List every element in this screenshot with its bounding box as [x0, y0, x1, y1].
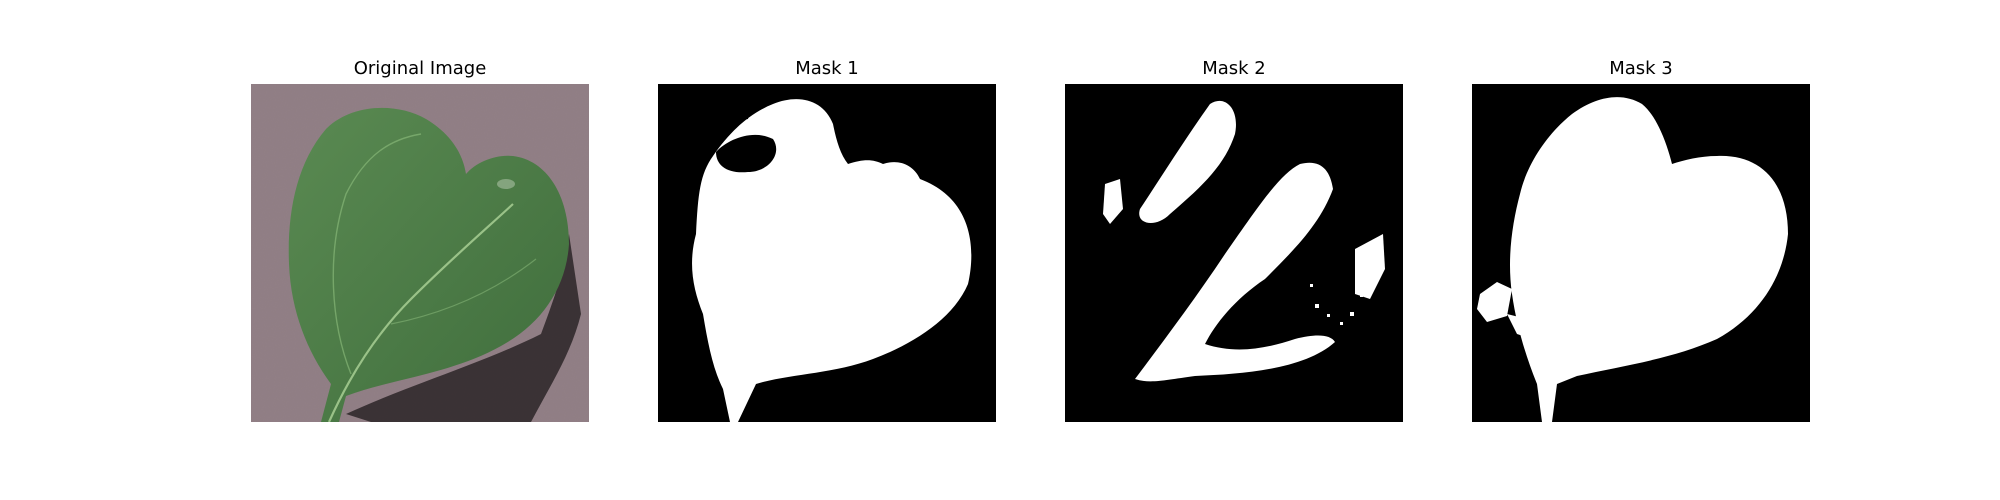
title-mask-1: Mask 1 — [795, 58, 859, 79]
panel-mask-3 — [1472, 84, 1810, 422]
leaf-photo-image — [251, 84, 589, 422]
panel-mask-2 — [1065, 84, 1403, 422]
mask-1-hole — [716, 134, 777, 173]
leaf-vein-right — [390, 258, 537, 325]
mask-1-image — [658, 84, 996, 422]
mask-2-region-left-speck — [1103, 179, 1123, 224]
leaf-shadow — [346, 234, 581, 422]
mask-2-region-upper — [1139, 100, 1236, 224]
mask-2-image — [1065, 84, 1403, 422]
title-mask-3: Mask 3 — [1609, 58, 1673, 79]
mask-3-left-island — [1477, 282, 1512, 322]
leaf-shape — [288, 107, 569, 422]
mask-3-leaf-region — [1509, 97, 1788, 422]
title-original-image: Original Image — [353, 58, 487, 79]
panel-original-image — [251, 84, 589, 422]
mask-2-region-right — [1355, 234, 1385, 299]
mask-2-noise — [1310, 284, 1363, 325]
leaf-vein-left — [332, 133, 422, 375]
mask-1-leaf-region — [692, 99, 972, 422]
title-mask-2: Mask 2 — [1202, 58, 1266, 79]
leaf-midrib — [327, 203, 514, 422]
mask-3-image — [1472, 84, 1810, 422]
panel-mask-1 — [658, 84, 996, 422]
mask-2-region-central — [1135, 162, 1335, 382]
